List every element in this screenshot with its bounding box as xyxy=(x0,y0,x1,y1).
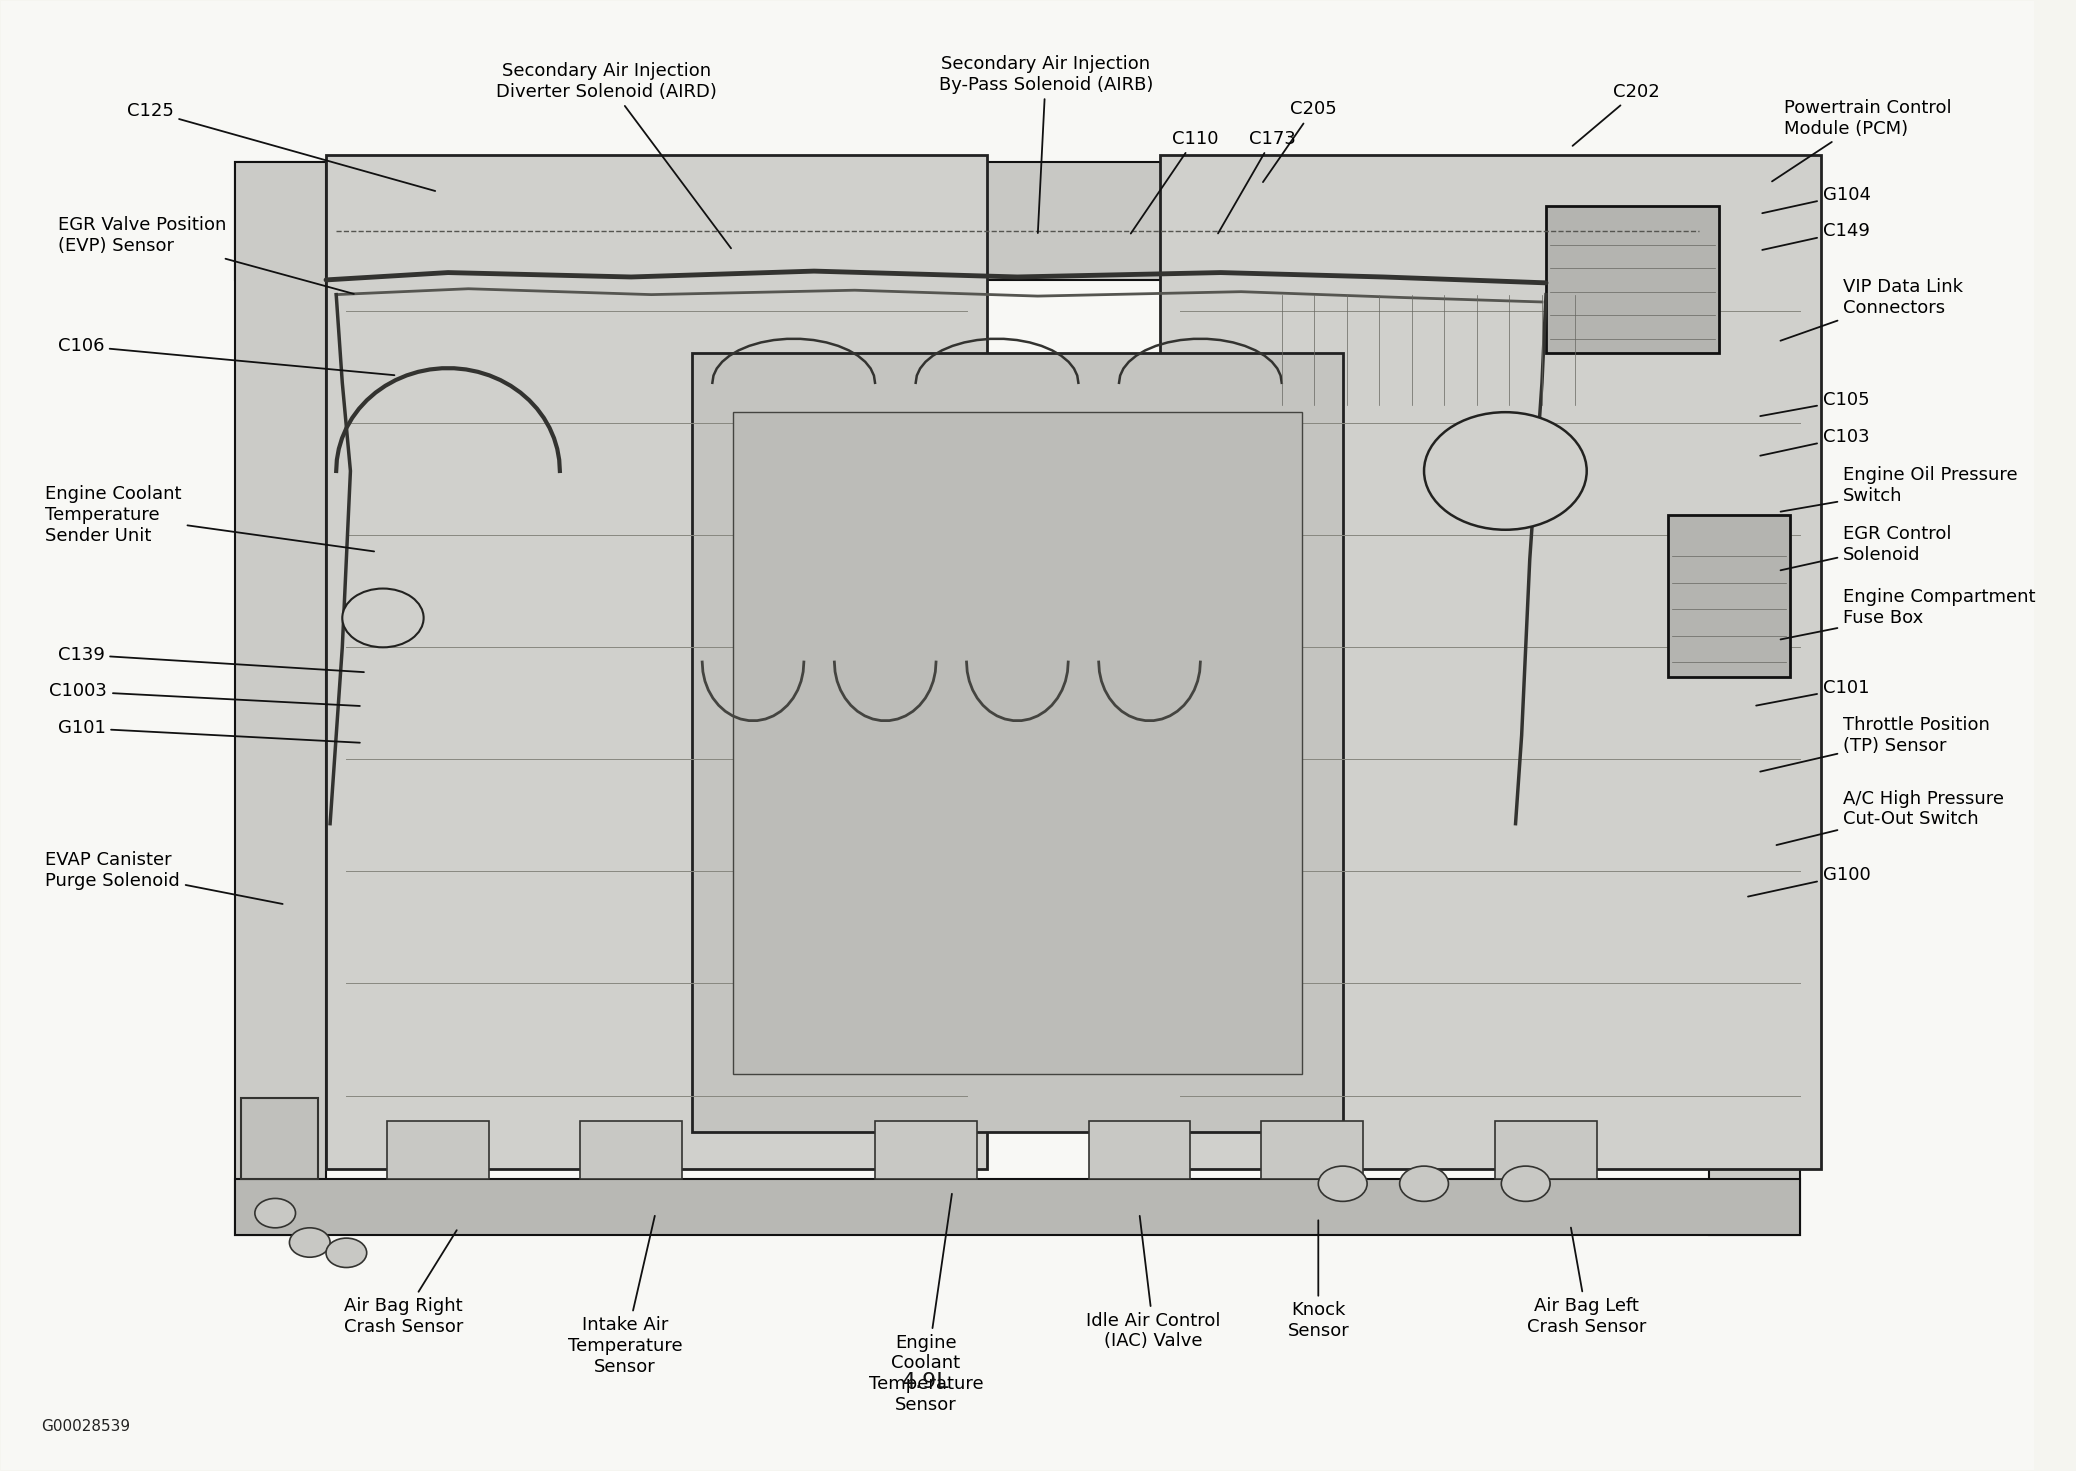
Text: C202: C202 xyxy=(1572,82,1661,146)
Bar xyxy=(733,412,1302,1074)
Text: C205: C205 xyxy=(1262,100,1337,182)
Text: G100: G100 xyxy=(1748,866,1870,896)
Bar xyxy=(874,1121,976,1180)
Text: C106: C106 xyxy=(58,337,394,375)
Text: G00028539: G00028539 xyxy=(42,1418,131,1434)
Text: C173: C173 xyxy=(1219,129,1295,234)
Text: Throttle Position
(TP) Sensor: Throttle Position (TP) Sensor xyxy=(1760,716,1989,772)
Text: 4.9L: 4.9L xyxy=(903,1372,949,1392)
Bar xyxy=(326,154,986,1169)
Circle shape xyxy=(1501,1167,1551,1202)
Text: C101: C101 xyxy=(1756,680,1868,706)
Bar xyxy=(386,1121,488,1180)
Bar xyxy=(1088,1121,1190,1180)
Bar xyxy=(241,1099,318,1180)
Text: G101: G101 xyxy=(58,719,359,743)
Text: C110: C110 xyxy=(1131,129,1219,234)
Bar xyxy=(235,162,326,1236)
Text: C105: C105 xyxy=(1760,391,1868,416)
Text: Knock
Sensor: Knock Sensor xyxy=(1287,1221,1349,1340)
Circle shape xyxy=(343,588,424,647)
Circle shape xyxy=(1424,412,1586,530)
Text: Engine Compartment
Fuse Box: Engine Compartment Fuse Box xyxy=(1781,588,2034,640)
Bar xyxy=(1160,154,1821,1169)
Text: C125: C125 xyxy=(127,101,436,191)
Text: Air Bag Right
Crash Sensor: Air Bag Right Crash Sensor xyxy=(345,1230,463,1336)
Bar xyxy=(235,162,1800,1236)
Text: EVAP Canister
Purge Solenoid: EVAP Canister Purge Solenoid xyxy=(46,852,282,905)
Circle shape xyxy=(326,1239,367,1268)
Text: Air Bag Left
Crash Sensor: Air Bag Left Crash Sensor xyxy=(1528,1228,1646,1336)
Text: Powertrain Control
Module (PCM): Powertrain Control Module (PCM) xyxy=(1773,99,1951,181)
Text: Secondary Air Injection
Diverter Solenoid (AIRD): Secondary Air Injection Diverter Solenoi… xyxy=(496,62,731,249)
Text: C139: C139 xyxy=(58,646,363,672)
Text: Idle Air Control
(IAC) Valve: Idle Air Control (IAC) Valve xyxy=(1086,1217,1221,1350)
Text: Secondary Air Injection
By-Pass Solenoid (AIRB): Secondary Air Injection By-Pass Solenoid… xyxy=(938,54,1152,232)
Text: C149: C149 xyxy=(1763,222,1870,250)
Text: EGR Valve Position
(EVP) Sensor: EGR Valve Position (EVP) Sensor xyxy=(58,216,353,294)
Circle shape xyxy=(255,1199,295,1228)
Text: Engine Oil Pressure
Switch: Engine Oil Pressure Switch xyxy=(1781,466,2018,512)
Bar xyxy=(235,162,1800,279)
Bar xyxy=(235,1180,1800,1236)
Bar xyxy=(1547,206,1719,353)
Text: A/C High Pressure
Cut-Out Switch: A/C High Pressure Cut-Out Switch xyxy=(1777,790,2003,844)
Bar xyxy=(1709,162,1800,1236)
Bar xyxy=(1495,1121,1596,1180)
Bar xyxy=(579,1121,681,1180)
Text: Engine
Coolant
Temperature
Sensor: Engine Coolant Temperature Sensor xyxy=(868,1194,984,1414)
Bar xyxy=(1262,1121,1364,1180)
Text: EGR Control
Solenoid: EGR Control Solenoid xyxy=(1781,525,1951,571)
Bar xyxy=(691,353,1343,1133)
Text: G104: G104 xyxy=(1763,185,1870,213)
Text: C103: C103 xyxy=(1760,428,1868,456)
Text: Intake Air
Temperature
Sensor: Intake Air Temperature Sensor xyxy=(567,1217,683,1375)
Text: Engine Coolant
Temperature
Sender Unit: Engine Coolant Temperature Sender Unit xyxy=(46,485,374,552)
Bar xyxy=(1667,515,1790,677)
Text: VIP Data Link
Connectors: VIP Data Link Connectors xyxy=(1781,278,1964,341)
Circle shape xyxy=(1399,1167,1449,1202)
Circle shape xyxy=(1318,1167,1368,1202)
Circle shape xyxy=(289,1228,330,1258)
Text: C1003: C1003 xyxy=(50,683,359,706)
